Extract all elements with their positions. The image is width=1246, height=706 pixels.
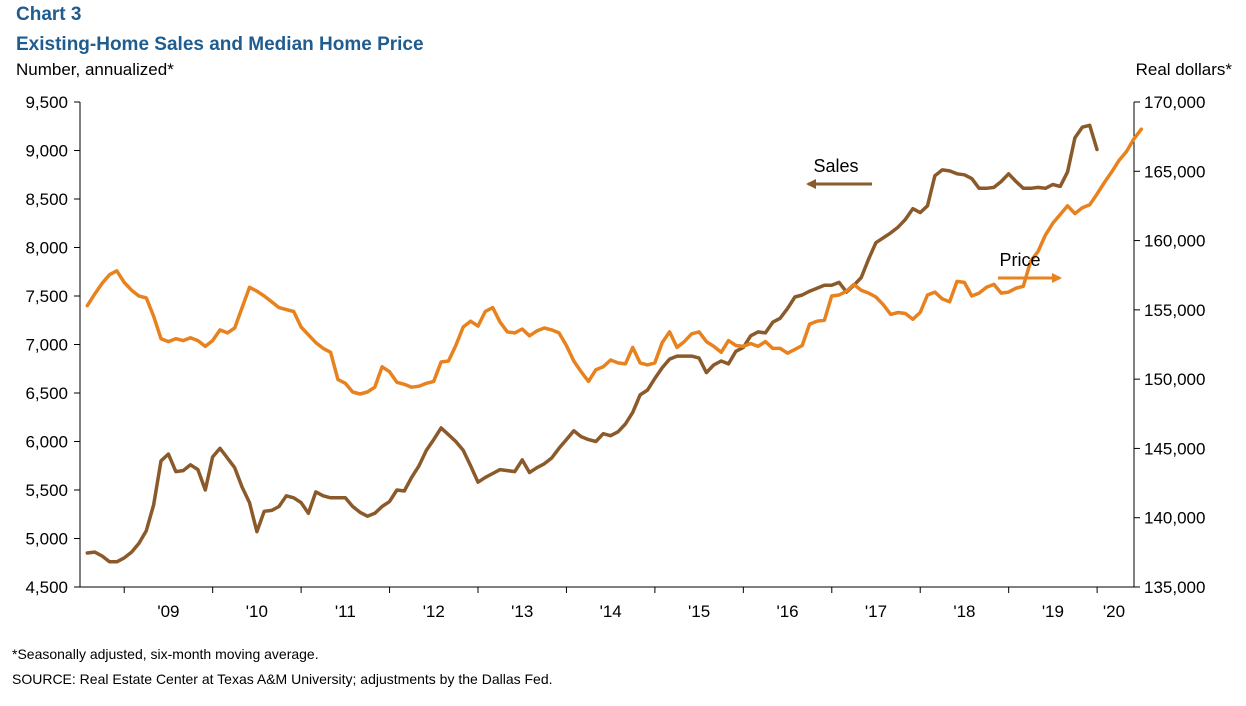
y-right-tick-label: 150,000 xyxy=(1144,370,1205,389)
y-right-tick-label: 135,000 xyxy=(1144,578,1205,597)
annotation-sales: Sales xyxy=(813,156,858,176)
series-line-price xyxy=(85,127,1144,396)
x-tick-label: '13 xyxy=(511,602,533,621)
y-right-tick-label: 160,000 xyxy=(1144,232,1205,251)
y-right-tick-label: 170,000 xyxy=(1144,93,1205,112)
y-right-tick-label: 165,000 xyxy=(1144,162,1205,181)
y-left-tick-label: 6,000 xyxy=(25,433,68,452)
annotation-price: Price xyxy=(999,250,1040,270)
chart-label: Chart 3 xyxy=(16,4,82,25)
y-left-tick-label: 6,500 xyxy=(25,384,68,403)
axes-group: 4,500 5,000 5,500 6,000 6,500 7,000 7,500 8,000… xyxy=(25,93,1205,621)
y-right-tick-label: 145,000 xyxy=(1144,439,1205,458)
x-tick-label: '15 xyxy=(688,602,710,621)
footnote: *Seasonally adjusted, six-month moving a… xyxy=(12,646,319,662)
series-line-sales xyxy=(85,123,1099,564)
x-tick-label: '17 xyxy=(865,602,887,621)
right-axis-unit-label: Real dollars* xyxy=(1135,60,1232,79)
y-left-tick-label: 9,000 xyxy=(25,142,68,161)
y-left-tick-label: 8,000 xyxy=(25,239,68,258)
x-tick-label: '11 xyxy=(335,602,356,621)
chart-title: Existing-Home Sales and Median Home Pric… xyxy=(16,34,424,55)
x-tick-label: '12 xyxy=(423,602,445,621)
x-tick-label: '19 xyxy=(1042,602,1064,621)
source-note: SOURCE: Real Estate Center at Texas A&M … xyxy=(12,671,553,687)
y-right-tick-label: 140,000 xyxy=(1144,509,1205,528)
annotations-group: Sales Price xyxy=(806,156,1062,283)
y-right-tick-label: 155,000 xyxy=(1144,301,1205,320)
x-tick-label: '10 xyxy=(246,602,268,621)
annotation-sales-arrow-head xyxy=(806,179,816,189)
x-tick-label: '20 xyxy=(1103,602,1125,621)
annotation-price-arrow-head xyxy=(1052,273,1062,283)
left-axis-unit-label: Number, annualized* xyxy=(16,60,174,79)
x-tick-label: '18 xyxy=(953,602,975,621)
series-lines-group xyxy=(85,123,1144,564)
x-tick-label: '09 xyxy=(157,602,179,621)
y-left-tick-label: 4,500 xyxy=(25,578,68,597)
y-left-tick-label: 8,500 xyxy=(25,190,68,209)
y-left-tick-label: 9,500 xyxy=(25,93,68,112)
y-left-tick-label: 7,000 xyxy=(25,336,68,355)
y-left-tick-label: 5,500 xyxy=(25,481,68,500)
y-left-tick-label: 7,500 xyxy=(25,287,68,306)
x-tick-label: '16 xyxy=(776,602,798,621)
x-tick-label: '14 xyxy=(600,602,622,621)
y-left-tick-label: 5,000 xyxy=(25,530,68,549)
